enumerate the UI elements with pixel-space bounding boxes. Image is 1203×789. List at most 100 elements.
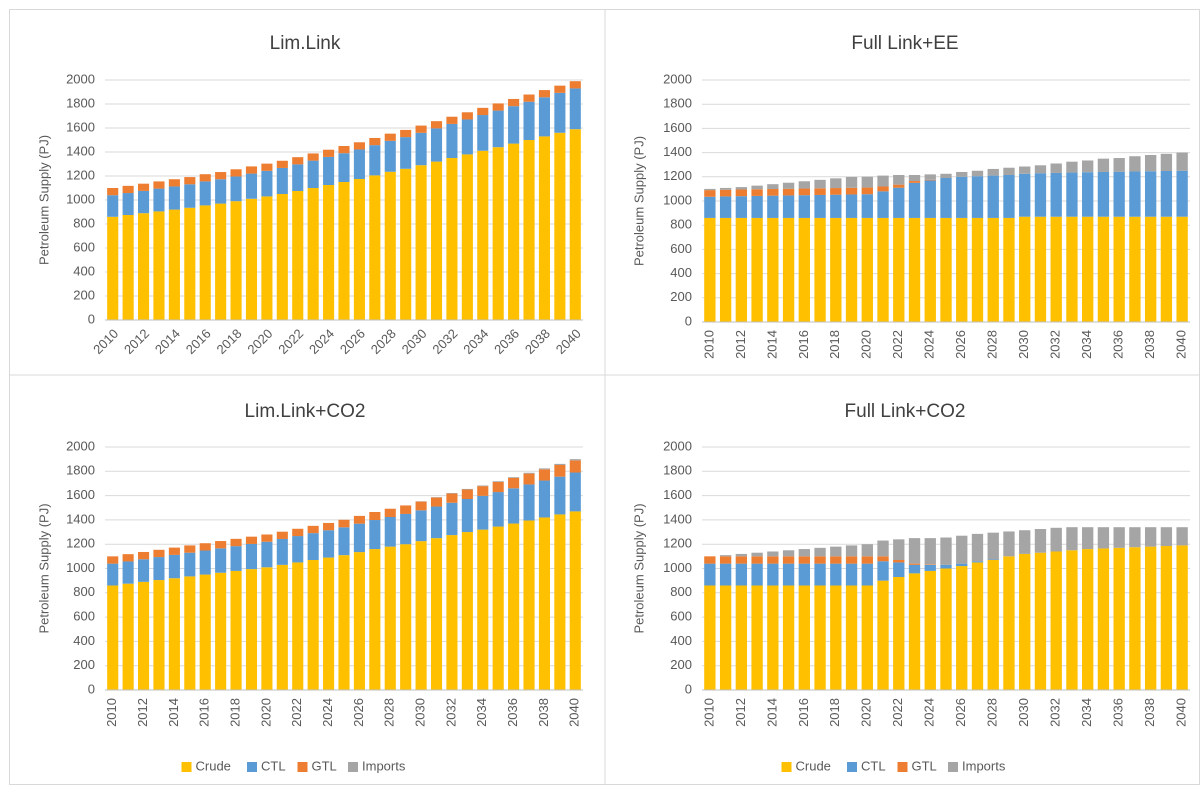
x-tick-label: 2018 bbox=[827, 698, 842, 727]
bar-segment bbox=[830, 178, 842, 189]
bar-segment bbox=[107, 216, 119, 320]
bar-segment bbox=[446, 535, 458, 690]
bar-segment bbox=[199, 543, 211, 551]
bar-segment bbox=[199, 174, 211, 182]
bar-segment bbox=[735, 553, 748, 557]
y-tick-label: 1000 bbox=[66, 560, 95, 575]
bar-segment bbox=[735, 217, 748, 322]
y-tick-label: 200 bbox=[670, 289, 692, 304]
legend-swatch bbox=[948, 762, 958, 772]
y-tick-label: 1200 bbox=[66, 536, 95, 551]
bar-segment bbox=[956, 171, 968, 177]
bar-segment bbox=[137, 190, 150, 214]
bar-segment bbox=[751, 195, 763, 218]
bar-segment bbox=[415, 125, 427, 133]
bar-segment bbox=[814, 179, 826, 189]
bar-segment bbox=[845, 217, 858, 322]
bar-segment bbox=[307, 188, 319, 320]
bar-segment bbox=[1082, 216, 1094, 322]
bar-segment bbox=[814, 556, 826, 564]
bar-segment bbox=[814, 563, 826, 586]
bar-segment bbox=[538, 468, 551, 470]
bar-segment bbox=[107, 585, 119, 690]
bar-segment bbox=[704, 563, 716, 586]
bar-segment bbox=[477, 495, 489, 530]
y-tick-label: 2000 bbox=[66, 438, 95, 453]
bar-segment bbox=[122, 215, 134, 320]
bar-segment bbox=[1097, 216, 1110, 322]
x-tick-label: 2022 bbox=[289, 698, 304, 727]
bar-segment bbox=[940, 564, 952, 569]
bar-segment bbox=[987, 217, 999, 322]
bar-segment bbox=[845, 176, 858, 188]
bar-segment bbox=[1019, 530, 1031, 554]
x-tick-label: 2024 bbox=[922, 330, 937, 359]
bar-segment bbox=[893, 577, 905, 690]
bar-segment bbox=[798, 195, 810, 218]
bar-segment bbox=[353, 552, 365, 690]
bar-segment bbox=[782, 182, 795, 189]
bar-segment bbox=[735, 196, 748, 218]
y-tick-label: 800 bbox=[670, 584, 692, 599]
y-tick-label: 1000 bbox=[663, 192, 692, 207]
bar-segment bbox=[261, 170, 273, 197]
bar-segment bbox=[276, 564, 288, 690]
bar-segment bbox=[719, 187, 732, 190]
bar-segment bbox=[877, 175, 889, 187]
x-tick-label: 2014 bbox=[166, 698, 181, 727]
bar-segment bbox=[508, 523, 520, 690]
y-tick-label: 1600 bbox=[66, 119, 95, 134]
bar-segment bbox=[400, 129, 412, 138]
bar-segment bbox=[353, 149, 365, 179]
bar-segment bbox=[569, 88, 581, 130]
bar-segment bbox=[940, 217, 952, 322]
bar-segment bbox=[292, 536, 304, 563]
bar-segment bbox=[1097, 548, 1110, 690]
bar-segment bbox=[492, 492, 504, 527]
bar-segment bbox=[137, 581, 150, 690]
bar-segment bbox=[956, 566, 968, 690]
bar-segment bbox=[338, 527, 350, 556]
bar-segment bbox=[704, 188, 716, 191]
bar-segment bbox=[400, 505, 412, 514]
y-tick-label: 1200 bbox=[66, 167, 95, 182]
bar-segment bbox=[1160, 170, 1173, 217]
bar-segment bbox=[338, 519, 350, 528]
bar-segment bbox=[877, 191, 889, 218]
y-tick-label: 0 bbox=[88, 681, 95, 696]
bar-segment bbox=[767, 189, 779, 196]
bar-segment bbox=[830, 194, 842, 218]
x-tick-label: 2028 bbox=[382, 698, 397, 727]
bar-segment bbox=[1176, 170, 1188, 217]
bar-segment bbox=[122, 561, 134, 584]
bar-segment bbox=[1160, 216, 1173, 322]
bar-segment bbox=[446, 502, 458, 536]
bar-segment bbox=[861, 563, 873, 586]
legend-label: GTL bbox=[312, 758, 337, 773]
bar-segment bbox=[276, 194, 288, 320]
bar-segment bbox=[215, 172, 227, 180]
bar-segment bbox=[415, 132, 427, 166]
bar-segment bbox=[292, 562, 304, 690]
y-tick-label: 1000 bbox=[663, 560, 692, 575]
bar-segment bbox=[845, 563, 858, 586]
bar-segment bbox=[492, 481, 504, 493]
bar-segment bbox=[461, 499, 473, 533]
bar-segment bbox=[830, 546, 842, 557]
bar-segment bbox=[830, 556, 842, 564]
legend-swatch bbox=[847, 762, 857, 772]
bar-segment bbox=[323, 557, 335, 690]
x-tick-label: 2038 bbox=[1142, 698, 1157, 727]
bar-segment bbox=[538, 136, 551, 320]
bar-segment bbox=[940, 173, 952, 179]
x-tick-label: 2034 bbox=[1079, 330, 1094, 359]
y-tick-label: 1800 bbox=[66, 95, 95, 110]
bar-segment bbox=[1097, 527, 1110, 549]
bar-segment bbox=[782, 563, 795, 586]
bar-segment bbox=[830, 188, 842, 195]
bar-segment bbox=[168, 209, 180, 320]
bar-segment bbox=[814, 217, 826, 322]
x-tick-label: 2016 bbox=[796, 698, 811, 727]
bar-segment bbox=[554, 514, 566, 690]
bar-segment bbox=[1050, 163, 1062, 173]
